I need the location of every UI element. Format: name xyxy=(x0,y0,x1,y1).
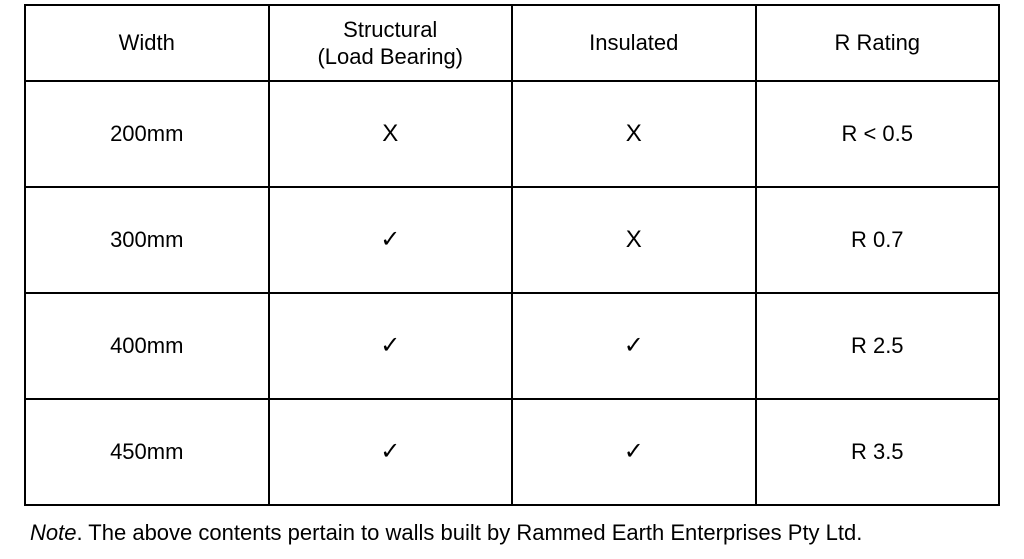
mark-icon: X xyxy=(626,120,642,147)
col-header-insulated: Insulated xyxy=(512,5,756,81)
cell-r-rating: R < 0.5 xyxy=(756,81,1000,187)
table-row: 200mm X X R < 0.5 xyxy=(25,81,999,187)
cell-r-rating: R 0.7 xyxy=(756,187,1000,293)
col-header-label: R Rating xyxy=(834,30,920,55)
cell-structural: ✓ xyxy=(269,293,513,399)
cell-structural: X xyxy=(269,81,513,187)
cell-structural: ✓ xyxy=(269,187,513,293)
table-header-row: Width Structural(Load Bearing) Insulated… xyxy=(25,5,999,81)
cell-text: 200mm xyxy=(110,121,183,146)
col-header-width: Width xyxy=(25,5,269,81)
cell-text: 300mm xyxy=(110,227,183,252)
table-row: 300mm ✓ X R 0.7 xyxy=(25,187,999,293)
mark-icon: ✓ xyxy=(380,332,400,359)
page-container: Width Structural(Load Bearing) Insulated… xyxy=(0,0,1024,546)
col-header-r-rating: R Rating xyxy=(756,5,1000,81)
col-header-label: Insulated xyxy=(589,30,678,55)
mark-icon: X xyxy=(626,226,642,253)
cell-text: 400mm xyxy=(110,333,183,358)
cell-width: 400mm xyxy=(25,293,269,399)
table-note: Note. The above contents pertain to wall… xyxy=(24,520,1000,546)
spec-table: Width Structural(Load Bearing) Insulated… xyxy=(24,4,1000,506)
col-header-structural: Structural(Load Bearing) xyxy=(269,5,513,81)
mark-icon: ✓ xyxy=(380,226,400,253)
cell-insulated: X xyxy=(512,187,756,293)
col-header-label: Structural(Load Bearing) xyxy=(317,17,463,70)
cell-text: R 3.5 xyxy=(851,439,904,464)
cell-insulated: X xyxy=(512,81,756,187)
note-lead: Note xyxy=(30,520,76,545)
table-row: 450mm ✓ ✓ R 3.5 xyxy=(25,399,999,505)
cell-text: R 0.7 xyxy=(851,227,904,252)
cell-width: 200mm xyxy=(25,81,269,187)
note-text: . The above contents pertain to walls bu… xyxy=(76,520,862,545)
cell-width: 450mm xyxy=(25,399,269,505)
cell-text: 450mm xyxy=(110,439,183,464)
table-body: 200mm X X R < 0.5 300mm ✓ X R 0.7 400mm … xyxy=(25,81,999,505)
cell-insulated: ✓ xyxy=(512,399,756,505)
cell-insulated: ✓ xyxy=(512,293,756,399)
cell-width: 300mm xyxy=(25,187,269,293)
table-row: 400mm ✓ ✓ R 2.5 xyxy=(25,293,999,399)
mark-icon: ✓ xyxy=(380,438,400,465)
mark-icon: ✓ xyxy=(624,438,644,465)
mark-icon: ✓ xyxy=(624,332,644,359)
cell-text: R < 0.5 xyxy=(841,121,913,146)
mark-icon: X xyxy=(382,120,398,147)
cell-text: R 2.5 xyxy=(851,333,904,358)
cell-r-rating: R 3.5 xyxy=(756,399,1000,505)
cell-r-rating: R 2.5 xyxy=(756,293,1000,399)
col-header-label: Width xyxy=(119,30,175,55)
cell-structural: ✓ xyxy=(269,399,513,505)
